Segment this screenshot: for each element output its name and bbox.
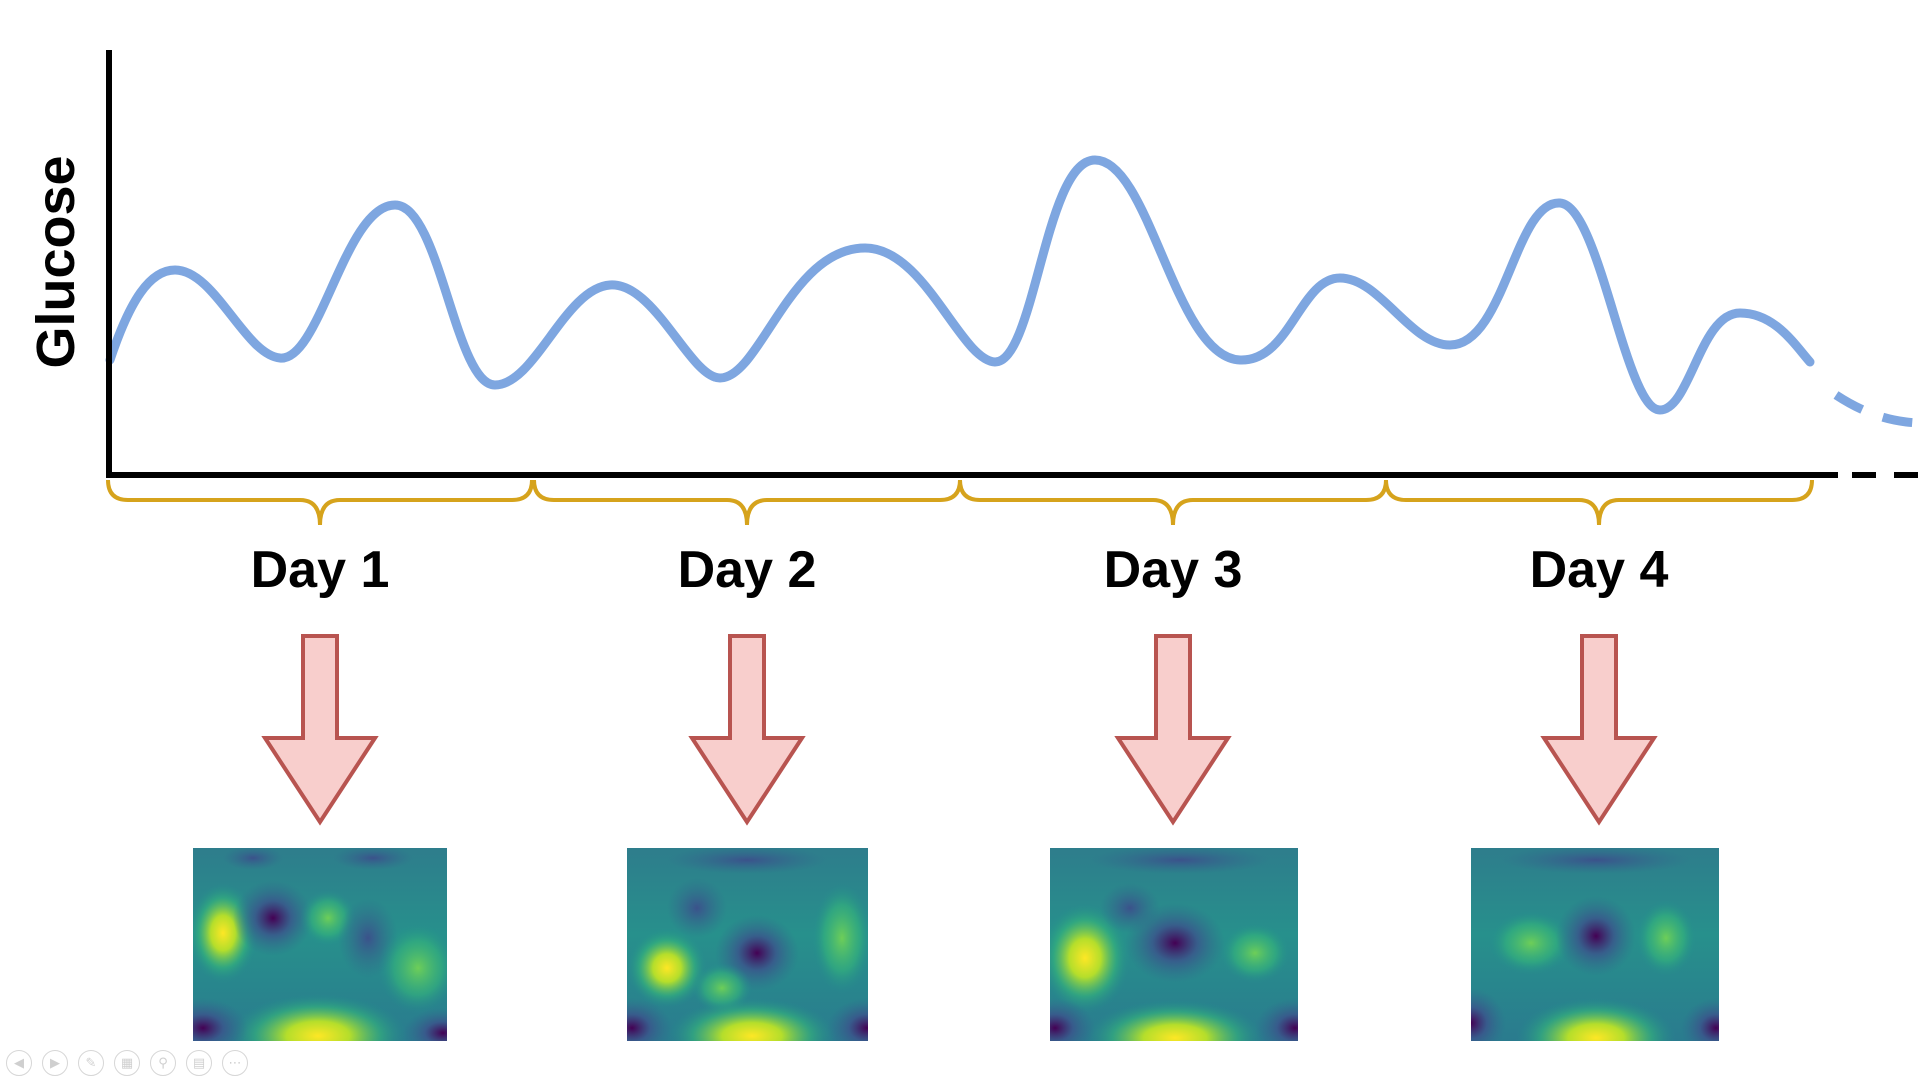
pen-icon[interactable]: ✎ [78, 1050, 104, 1076]
day-2-brace [532, 479, 962, 526]
glucose-curve [105, 155, 1815, 415]
day-4-arrow [1540, 634, 1658, 826]
next-icon[interactable]: ▶ [42, 1050, 68, 1076]
previous-icon[interactable]: ◀ [6, 1050, 32, 1076]
y-axis-label: Glucose [26, 155, 86, 369]
day-4-label: Day 4 [1529, 541, 1669, 599]
day-3-label: Day 3 [1103, 541, 1243, 599]
more-icon[interactable]: ⋯ [222, 1050, 248, 1076]
day-2-arrow [688, 634, 806, 826]
day-1-arrow [261, 634, 379, 826]
glucose-curve-continuation [1833, 391, 1920, 428]
day-2-label: Day 2 [677, 541, 817, 599]
day-1-scalogram [193, 848, 447, 1041]
day-3-arrow [1114, 634, 1232, 826]
day-4-scalogram [1471, 848, 1719, 1041]
day-4-brace [1384, 479, 1814, 526]
day-1-brace [106, 479, 534, 526]
day-2-scalogram [627, 848, 868, 1041]
day-3-scalogram [1050, 848, 1298, 1041]
day-braces [106, 479, 1814, 526]
zoom-icon[interactable]: ⚲ [150, 1050, 176, 1076]
day-3-brace [958, 479, 1388, 526]
day-1-label: Day 1 [250, 541, 390, 599]
slides-icon[interactable]: ▦ [114, 1050, 140, 1076]
subtitles-icon[interactable]: ▤ [186, 1050, 212, 1076]
slideshow-toolbar: ◀ ▶ ✎ ▦ ⚲ ▤ ⋯ [6, 1050, 248, 1078]
